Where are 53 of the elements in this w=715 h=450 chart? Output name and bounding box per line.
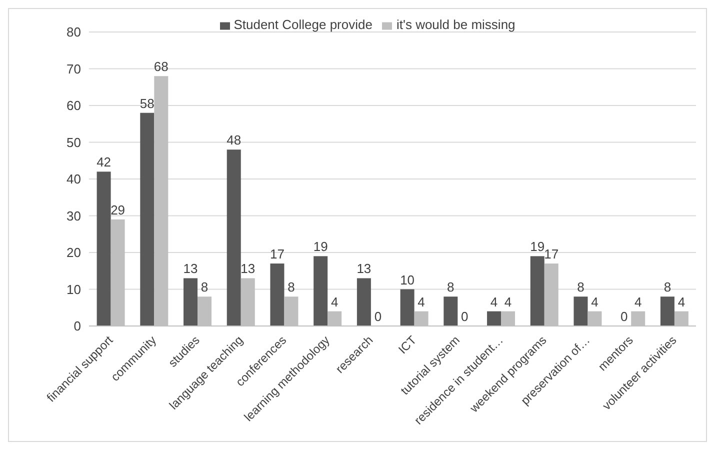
bar [226, 150, 241, 326]
data-label: 13 [356, 261, 372, 276]
data-label: 48 [226, 132, 242, 148]
bar [660, 296, 674, 326]
y-tick-label: 40 [66, 172, 81, 187]
y-tick-label: 60 [66, 98, 81, 114]
bar [270, 264, 284, 326]
y-tick-label: 30 [66, 208, 81, 224]
data-label: 19 [313, 239, 328, 254]
y-tick-label: 0 [74, 318, 81, 334]
data-label: 8 [447, 280, 454, 295]
data-label: 0 [461, 309, 468, 324]
data-label: 0 [620, 309, 628, 324]
data-label: 4 [591, 294, 598, 310]
y-tick-label: 20 [66, 245, 81, 260]
data-label: 4 [678, 294, 686, 310]
data-label: 4 [490, 294, 498, 310]
data-label: 4 [418, 294, 425, 310]
legend-label: Student College provide [234, 17, 372, 32]
bar [574, 296, 588, 326]
data-label: 0 [374, 309, 382, 324]
data-label: 4 [504, 294, 512, 310]
bar [314, 256, 328, 326]
data-label: 19 [530, 239, 545, 254]
bar [356, 278, 371, 326]
bar [96, 172, 111, 326]
data-label: 29 [110, 202, 126, 218]
bar [444, 296, 458, 326]
y-tick-label: 70 [66, 61, 81, 76]
legend-label: it's would be missing [396, 17, 516, 32]
data-label: 13 [240, 261, 256, 276]
data-label: 8 [577, 280, 584, 295]
y-tick-label: 10 [66, 282, 81, 297]
data-label: 10 [400, 272, 415, 288]
data-label: 8 [288, 280, 295, 295]
data-label: 58 [140, 96, 154, 111]
bar [140, 112, 154, 326]
data-label: 13 [183, 261, 198, 276]
data-label: 17 [544, 246, 559, 262]
data-label: 68 [154, 59, 168, 74]
data-label: 17 [270, 246, 284, 262]
y-tick-label: 80 [66, 24, 81, 40]
bar [400, 289, 414, 326]
y-tick-label: 50 [66, 134, 81, 150]
data-label: 8 [664, 280, 672, 295]
bar [530, 256, 544, 326]
x-tick-label: ICT [396, 332, 420, 357]
data-label: 42 [96, 154, 112, 170]
data-label: 4 [634, 294, 642, 310]
bar [487, 311, 502, 326]
bar [184, 278, 198, 326]
data-label: 8 [200, 280, 208, 295]
data-label: 4 [330, 294, 338, 310]
